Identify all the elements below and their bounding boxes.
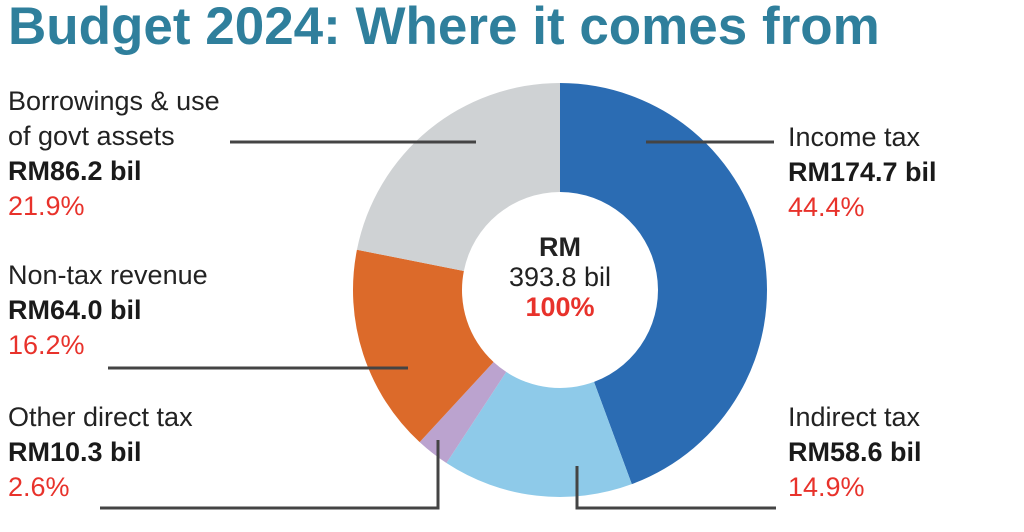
label-value: RM174.7 bil (788, 157, 937, 187)
label-percent: 16.2% (8, 330, 85, 360)
label-name: Borrowings & use (8, 86, 220, 116)
leader-line-indirect (575, 466, 776, 510)
label-percent: 2.6% (8, 472, 70, 502)
label-percent: 44.4% (788, 192, 865, 222)
label-name: Income tax (788, 122, 921, 152)
center-currency: RM (539, 232, 581, 262)
slice-other-direct-tax (419, 362, 507, 464)
label-name: Non-tax revenue (8, 260, 208, 290)
label-value: RM64.0 bil (8, 295, 142, 325)
label-indirect-tax: Indirect tax RM58.6 bil 14.9% (788, 400, 922, 505)
label-value: RM58.6 bil (788, 437, 922, 467)
label-borrowings: Borrowings & use of govt assets RM86.2 b… (8, 84, 220, 224)
label-income-tax: Income tax RM174.7 bil 44.4% (788, 120, 937, 225)
center-percent: 100% (525, 292, 595, 322)
slice-indirect-tax (446, 371, 632, 497)
leader-line-other-direct (100, 440, 440, 510)
label-name: Other direct tax (8, 402, 193, 432)
slice-non-tax-revenue (352, 249, 494, 443)
label-value: RM10.3 bil (8, 437, 142, 467)
label-name: Indirect tax (788, 402, 921, 432)
label-non-tax: Non-tax revenue RM64.0 bil 16.2% (8, 258, 208, 363)
label-percent: 14.9% (788, 472, 865, 502)
chart-title: Budget 2024: Where it comes from (8, 0, 880, 56)
label-other-direct: Other direct tax RM10.3 bil 2.6% (8, 400, 193, 505)
label-percent: 21.9% (8, 191, 85, 221)
label-value: RM86.2 bil (8, 156, 142, 186)
donut-center-total: RM 393.8 bil 100% (460, 232, 660, 322)
slice-borrowings-use-of-govt-assets (356, 83, 560, 271)
label-name: of govt assets (8, 121, 175, 151)
slice-income-tax (560, 83, 767, 485)
center-amount: 393.8 bil (508, 262, 612, 292)
